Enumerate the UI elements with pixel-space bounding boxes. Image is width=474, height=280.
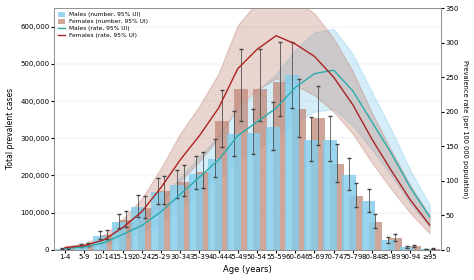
Bar xyxy=(285,75,299,250)
Y-axis label: Total prevalent cases: Total prevalent cases xyxy=(6,88,15,169)
Bar xyxy=(170,185,183,250)
Bar xyxy=(426,249,440,250)
Bar xyxy=(388,238,401,250)
Bar xyxy=(254,89,267,250)
Bar xyxy=(151,192,164,250)
Bar xyxy=(234,89,248,250)
Bar xyxy=(74,246,88,250)
Bar xyxy=(273,82,286,250)
Bar xyxy=(292,109,306,250)
Bar xyxy=(100,235,114,250)
Bar xyxy=(311,118,325,250)
Bar xyxy=(330,164,344,250)
Bar xyxy=(208,159,222,250)
Bar xyxy=(189,174,203,250)
X-axis label: Age (years): Age (years) xyxy=(223,265,272,274)
Bar xyxy=(407,246,421,250)
Bar xyxy=(323,140,337,250)
Bar xyxy=(131,207,145,250)
Bar xyxy=(177,182,191,250)
Bar xyxy=(349,196,363,250)
Bar xyxy=(55,249,68,250)
Bar xyxy=(342,175,356,250)
Bar xyxy=(266,127,280,250)
Bar xyxy=(119,220,133,250)
Bar xyxy=(62,249,75,250)
Bar xyxy=(215,122,229,250)
Bar xyxy=(228,134,241,250)
Bar xyxy=(381,241,395,250)
Bar xyxy=(157,191,171,250)
Bar xyxy=(81,245,95,250)
Bar xyxy=(400,248,414,250)
Bar xyxy=(93,235,107,250)
Y-axis label: Prevalence rate (per 100 000 population): Prevalence rate (per 100 000 population) xyxy=(462,60,468,198)
Bar xyxy=(369,222,383,250)
Bar xyxy=(196,172,210,250)
Bar xyxy=(246,133,260,250)
Legend: Males (number, 95% UI), Females (number, 95% UI), Males (rate, 95% UI), Females : Males (number, 95% UI), Females (number,… xyxy=(56,11,149,39)
Bar xyxy=(362,201,375,250)
Bar xyxy=(138,208,152,250)
Bar xyxy=(304,140,318,250)
Bar xyxy=(419,249,433,250)
Bar xyxy=(112,222,126,250)
